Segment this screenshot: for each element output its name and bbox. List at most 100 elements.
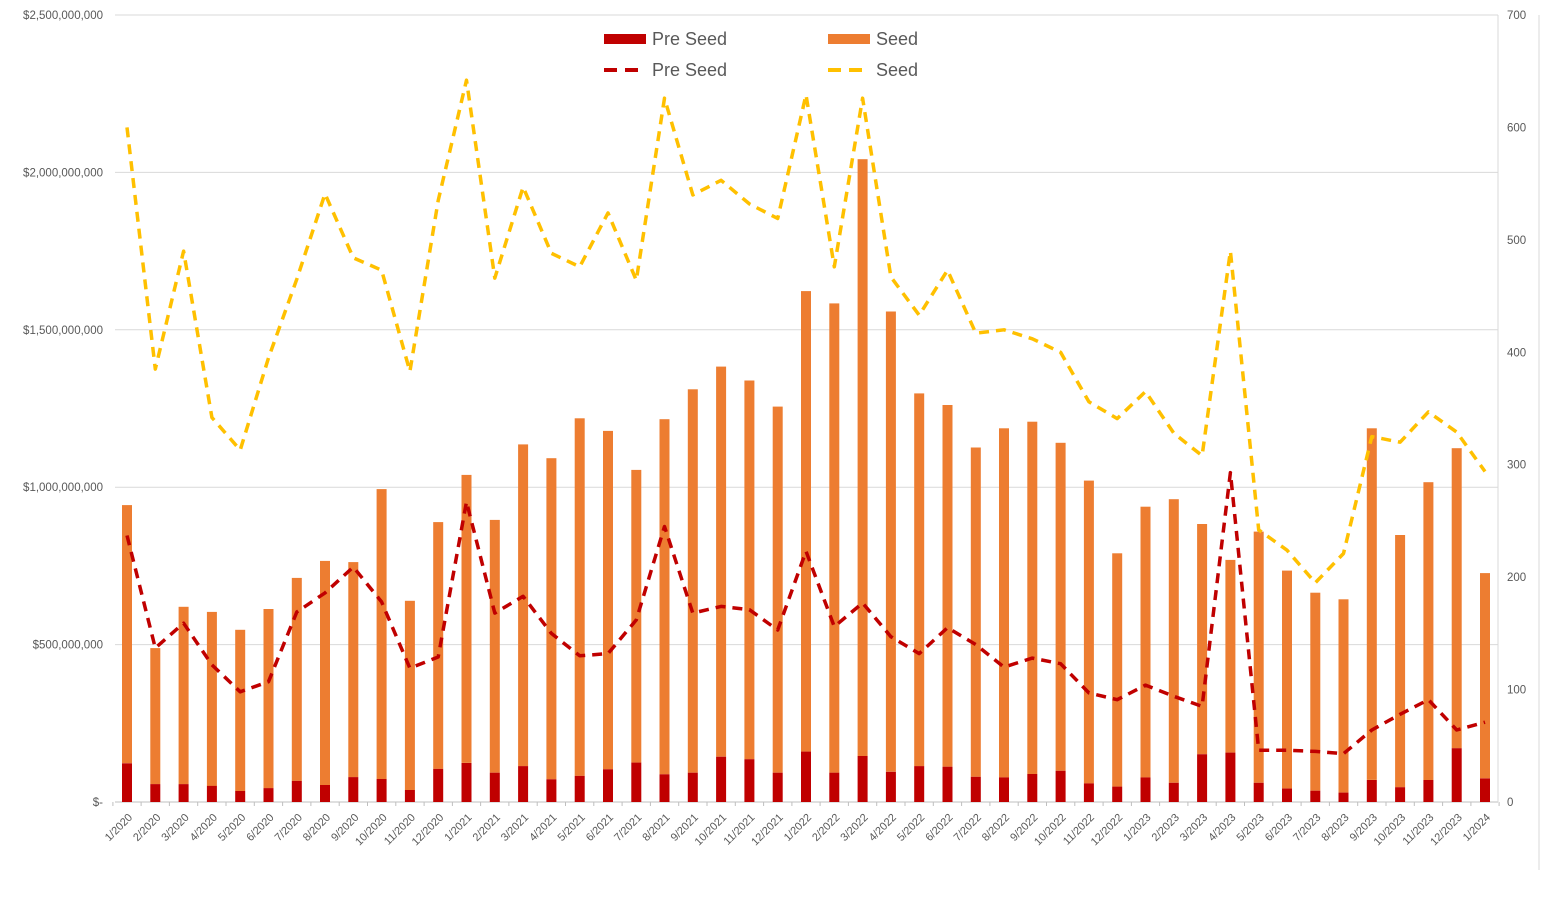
bar-pre-seed [914,766,925,802]
right-axis-tick-label: 300 [1507,460,1526,472]
bar-seed [716,366,727,757]
x-axis-label: 5/2020 [216,812,248,844]
bar-pre-seed [1112,786,1123,802]
x-axis-label: 7/2023 [1291,812,1323,844]
x-axis-label: 7/2021 [612,812,644,844]
bar-pre-seed [631,762,642,802]
bar-seed [885,311,896,772]
left-axis-tick-label: $1,000,000,000 [23,482,103,494]
bar-pre-seed [320,785,330,802]
right-axis-tick-label: 500 [1507,235,1526,247]
bar-pre-seed [1055,770,1066,802]
bar-pre-seed [404,790,415,802]
bar-pre-seed [376,779,387,802]
pre-seed-bar-swatch [604,34,646,44]
bar-seed [970,447,981,777]
legend-item-seed-bar: Seed [828,27,998,51]
bar-pre-seed [1451,748,1462,802]
bar-pre-seed [1083,783,1094,802]
x-axis-label: 5/2023 [1235,812,1267,844]
right-axis-tick-label: 700 [1507,10,1526,22]
bar-pre-seed [178,784,189,802]
bar-pre-seed [659,774,670,802]
bar-pre-seed [603,769,613,802]
x-axis-label: 12/2023 [1428,812,1465,849]
bar-pre-seed [999,777,1009,802]
x-axis-label: 4/2022 [867,812,899,844]
bar-seed [1423,482,1434,780]
x-axis-label: 8/2023 [1319,812,1351,844]
x-axis-label: 8/2021 [640,812,672,844]
x-axis-label: 6/2021 [584,812,616,844]
x-axis-label: 2/2020 [131,812,163,844]
right-axis-tick-label: 0 [1507,797,1513,809]
bar-seed [914,393,925,767]
right-axis-tick-label: 600 [1507,122,1526,134]
x-axis-label: 3/2021 [499,812,531,844]
left-axis-tick-label: $2,500,000,000 [23,10,103,22]
bar-pre-seed [235,791,246,802]
x-axis-label: 7/2020 [273,812,305,844]
bar-pre-seed [150,784,161,802]
legend-item-pre-seed-bar: Pre Seed [604,27,828,51]
bar-seed [1282,570,1292,789]
bar-pre-seed [1480,778,1490,802]
bar-seed [404,600,415,790]
left-axis-tick-label: $500,000,000 [33,640,103,652]
bar-pre-seed [1310,790,1321,802]
bar-seed [1480,573,1490,779]
x-axis-label: 2/2022 [810,812,842,844]
bar-seed [659,419,670,775]
x-axis-label: 8/2022 [980,812,1012,844]
bar-seed [320,560,330,785]
bar-pre-seed [1423,780,1434,802]
x-axis-label: 3/2020 [159,812,191,844]
x-axis-label: 6/2022 [923,812,955,844]
bar-seed [518,444,529,767]
x-axis-label: 5/2021 [556,812,588,844]
x-axis-label: 6/2020 [244,812,276,844]
bar-pre-seed [461,763,472,802]
x-axis-label: 12/2021 [749,812,786,849]
x-axis-label: 4/2021 [527,812,559,844]
bar-seed [433,522,444,769]
bar-seed [348,562,359,778]
bar-seed [1225,559,1236,753]
bar-seed [744,380,755,760]
x-axis-label: 1/2020 [103,812,135,844]
pre-seed-dashed-line-swatch [604,68,646,72]
bar-pre-seed [942,766,953,802]
x-axis-label: 1/2023 [1121,812,1153,844]
legend-item-seed-line: Seed [828,58,998,82]
bar-pre-seed [857,756,868,802]
bar-pre-seed [970,776,981,802]
bar-seed [942,405,953,767]
x-axis-label: 12/2020 [410,812,447,849]
bar-seed [376,489,387,779]
bar-pre-seed [1027,774,1038,802]
legend: Pre Seed Seed Pre Seed Seed [604,27,998,82]
x-axis-label: 3/2023 [1178,812,1210,844]
bar-pre-seed [1168,782,1179,802]
x-axis-label: 1/2021 [442,812,474,844]
bar-pre-seed [1253,782,1264,802]
bar-pre-seed [206,785,217,802]
bar-pre-seed [829,772,840,802]
bar-seed [1310,592,1321,791]
bar-seed [235,629,246,791]
seed-dashed-line-swatch [828,68,870,72]
bar-seed [489,519,500,773]
x-axis-label: 4/2020 [188,812,220,844]
bar-pre-seed [291,780,302,802]
bar-pre-seed [546,779,557,802]
seed-bar-swatch [828,34,870,44]
bar-pre-seed [772,772,783,802]
bar-seed [829,303,840,773]
bar-pre-seed [574,775,585,802]
x-axis-label: 2/2021 [471,812,503,844]
bar-seed [1395,535,1406,788]
legend-label: Seed [876,28,919,49]
bar-pre-seed [1366,780,1377,802]
